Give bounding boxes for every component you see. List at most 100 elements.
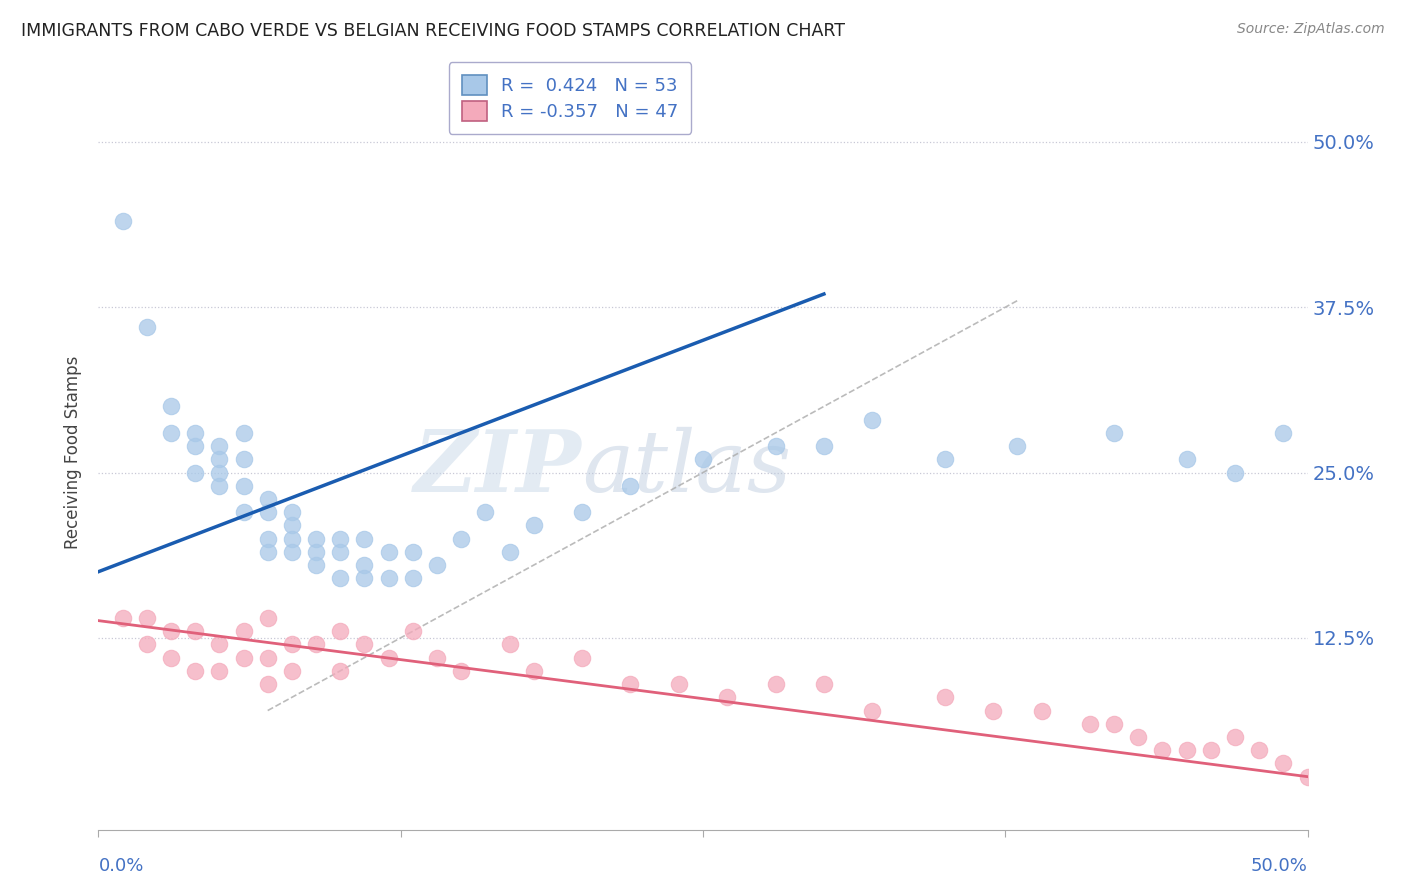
Point (281, 532, 304, 546)
Point (860, 412, 883, 426)
Point (402, 545, 425, 559)
Point (281, 518, 304, 533)
Point (256, 532, 278, 546)
Point (377, 545, 399, 559)
Text: IMMIGRANTS FROM CABO VERDE VS BELGIAN RECEIVING FOOD STAMPS CORRELATION CHART: IMMIGRANTS FROM CABO VERDE VS BELGIAN RE… (21, 22, 845, 40)
Point (208, 466, 231, 480)
Point (934, 452, 956, 467)
Point (1223, 730, 1246, 744)
Point (1199, 743, 1222, 757)
Point (305, 532, 328, 546)
Point (281, 664, 304, 678)
Point (232, 479, 254, 493)
Point (353, 571, 375, 585)
Point (619, 677, 641, 691)
Point (232, 505, 254, 519)
Point (523, 518, 546, 533)
Point (1078, 716, 1101, 731)
Point (1272, 425, 1295, 440)
Point (1152, 743, 1174, 757)
Point (281, 505, 304, 519)
Point (184, 624, 207, 639)
Point (232, 425, 254, 440)
Point (571, 505, 593, 519)
Text: atlas: atlas (582, 426, 792, 509)
Point (1031, 704, 1053, 718)
Point (208, 439, 231, 453)
Point (329, 624, 352, 639)
Point (256, 545, 278, 559)
Point (377, 650, 399, 665)
Point (329, 664, 352, 678)
Point (135, 611, 157, 625)
Point (813, 439, 835, 453)
Point (208, 664, 231, 678)
Point (353, 558, 375, 573)
Point (305, 558, 328, 573)
Legend: R =  0.424   N = 53, R = -0.357   N = 47: R = 0.424 N = 53, R = -0.357 N = 47 (449, 62, 692, 134)
Text: 50.0%: 50.0% (1251, 857, 1308, 875)
Point (353, 532, 375, 546)
Point (1223, 466, 1246, 480)
Point (619, 479, 641, 493)
Point (208, 452, 231, 467)
Point (281, 637, 304, 651)
Point (1007, 439, 1029, 453)
Point (256, 677, 278, 691)
Point (256, 491, 278, 506)
Point (305, 637, 328, 651)
Point (765, 439, 787, 453)
Point (256, 650, 278, 665)
Point (1128, 730, 1150, 744)
Point (353, 637, 375, 651)
Point (860, 704, 883, 718)
Point (1272, 756, 1295, 771)
Point (402, 571, 425, 585)
Point (934, 690, 956, 705)
Point (692, 452, 714, 467)
Point (329, 532, 352, 546)
Point (668, 677, 690, 691)
Point (426, 558, 449, 573)
Point (498, 545, 520, 559)
Point (813, 677, 835, 691)
Point (329, 571, 352, 585)
Point (329, 545, 352, 559)
Point (1175, 452, 1198, 467)
Point (1344, 677, 1367, 691)
Point (135, 320, 157, 334)
Point (474, 505, 496, 519)
Point (184, 466, 207, 480)
Text: Source: ZipAtlas.com: Source: ZipAtlas.com (1237, 22, 1385, 37)
Point (256, 611, 278, 625)
Point (256, 505, 278, 519)
Point (160, 624, 183, 639)
Point (450, 532, 472, 546)
Point (523, 664, 546, 678)
Y-axis label: Receiving Food Stamps: Receiving Food Stamps (65, 356, 83, 549)
Point (1249, 743, 1271, 757)
Point (184, 664, 207, 678)
Point (765, 677, 787, 691)
Point (232, 452, 254, 467)
Point (281, 545, 304, 559)
Point (160, 650, 183, 665)
Point (498, 637, 520, 651)
Point (111, 214, 134, 228)
Point (1102, 716, 1125, 731)
Point (208, 637, 231, 651)
Point (111, 611, 134, 625)
Point (232, 650, 254, 665)
Point (716, 690, 738, 705)
Point (184, 425, 207, 440)
Text: 0.0%: 0.0% (98, 857, 143, 875)
Point (981, 704, 1004, 718)
Point (450, 664, 472, 678)
Point (135, 637, 157, 651)
Point (160, 400, 183, 414)
Point (377, 571, 399, 585)
Point (1102, 425, 1125, 440)
Point (426, 650, 449, 665)
Point (208, 479, 231, 493)
Point (184, 439, 207, 453)
